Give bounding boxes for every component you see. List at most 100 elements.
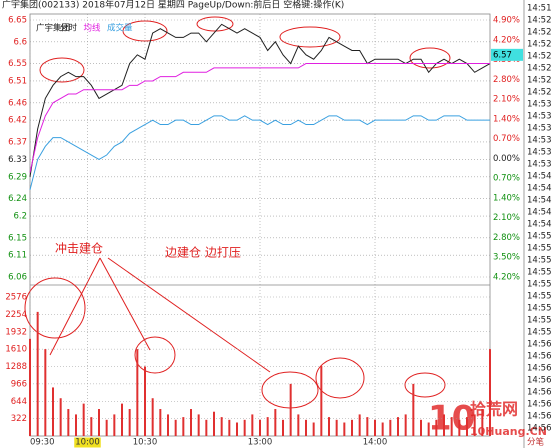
x-tick-label: 13:00 [248,438,273,448]
volume-bar [420,419,422,436]
y2-tick-label: 0.70% [493,174,520,184]
last-price-box [491,48,523,61]
trade-time: 14:52 [527,40,552,50]
volume-bar [389,419,392,436]
trade-time: 14:54 [527,172,552,182]
y-tick-label: 6.51 [8,76,27,86]
trade-time: 14:55 [527,280,552,290]
trade-time: 14:55 [527,328,552,338]
trade-time: 14:54 [527,220,552,230]
volume-bar [443,414,445,436]
ellipse [134,336,176,374]
trade-time: 14:54 [527,184,552,194]
volume-bar [266,417,269,436]
volume-bar [282,419,284,436]
volume-bar [366,417,369,436]
trade-time: 14:52 [527,16,552,26]
volume-bar [128,409,131,436]
y-tick-label: 6.29 [8,172,27,182]
y2-tick-label: 1.40% [493,114,520,124]
y-tick-label: 6.33 [8,155,27,165]
trade-time: 14:52 [527,28,552,38]
watermark: 拾荒网 [470,400,518,419]
y-tick-label: 6.2 [13,212,27,222]
volume-bar [213,411,215,436]
hand-annotations [24,16,451,409]
trade-time: 14:52 [527,76,552,86]
volume-bar [358,414,361,436]
annotation: 边建仓 边打压 [165,246,241,260]
volume-bar [59,398,62,436]
y-tick-label: 1610 [5,345,27,355]
volume-bar [113,414,116,436]
legend-entry: 成交量 [107,23,133,34]
trade-time: 14:53 [527,112,552,122]
volume-bar [36,311,39,436]
header: 广宇集团(002133) 2018年07月12日 星期四 PageUp/Down… [2,0,344,11]
trade-time: 14:54 [527,196,552,206]
volume-bar [297,414,300,436]
volume-bar [205,419,208,436]
volume-bar [351,419,353,436]
ellipse [409,47,451,69]
volume-bar [274,409,277,436]
volume-bar [105,419,108,436]
y2-tick-label: 4.20% [493,35,520,45]
y-tick-label: 644 [11,397,27,407]
last-price: 6.57 [493,50,512,60]
volume-bar [197,414,200,436]
trade-time: 14:54 [527,208,552,218]
volume-bar [67,409,70,436]
volume-bar [335,419,338,436]
y-tick-label: 6.15 [8,233,27,243]
volume-bar [305,419,307,436]
volume-bar [381,422,384,436]
trade-time: 14:53 [527,148,552,158]
volume-bar [259,419,261,436]
trade-time: 14:55 [527,232,552,242]
volume-bar [82,403,85,436]
y2-tick-label: 3.50% [493,253,520,263]
volume-bar [98,409,100,436]
volume-bar [174,419,177,436]
y2-tick-label: 4.90% [493,16,520,26]
annotation: 冲击建仓 [55,241,103,256]
volume-bar [121,403,123,436]
volume-bar [167,414,169,436]
y-tick-label: 966 [11,379,27,389]
volume-bar [90,417,93,436]
volume-bar [427,422,430,436]
y2-tick-label: 0.00% [493,154,520,164]
volume-bar [473,414,476,436]
volume-bar [404,414,407,436]
y-tick-label: 6.37 [8,137,27,147]
trade-time: 14:56 [527,340,552,350]
y-tick-label: 6.46 [8,98,27,108]
volume-bar [75,414,77,436]
trade-time: 14:51 [527,4,552,14]
y-tick-label: 6.42 [8,116,27,126]
y-tick-label: 6.24 [8,194,27,204]
ellipse [196,16,234,32]
volume-bar [312,422,315,436]
volume-bar [466,417,468,436]
volume-bar [159,409,162,436]
trade-time: 14:55 [527,256,552,266]
y-tick-label: 322 [11,414,27,424]
y-tick-label: 6.6 [13,37,27,47]
x-tick-label: 10:30 [133,438,158,448]
volume-bar [458,419,461,436]
trade-time: 14:52 [527,64,552,74]
volume-bar [236,422,238,436]
tab-label[interactable]: 分笔 [527,437,545,448]
y2-tick-label: 2.80% [493,233,520,243]
volume-bar [243,419,246,436]
y2-tick-label: 1.40% [493,193,520,203]
y-tick-label: 6.65 [8,16,27,26]
y-tick-label: 6.55 [8,59,27,69]
volume-bar [489,349,491,436]
ellipse [279,26,341,48]
volume-bar [450,417,453,436]
line-series [29,23,491,177]
